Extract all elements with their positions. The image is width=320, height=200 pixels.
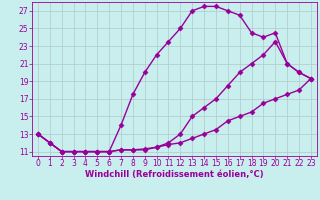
X-axis label: Windchill (Refroidissement éolien,°C): Windchill (Refroidissement éolien,°C): [85, 170, 264, 179]
